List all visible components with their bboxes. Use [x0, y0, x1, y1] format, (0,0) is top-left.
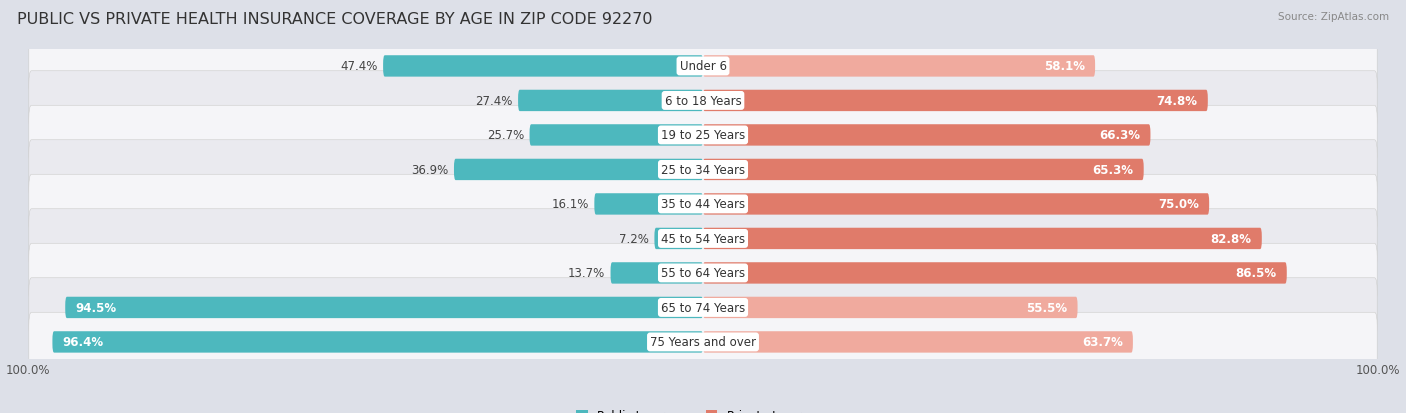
FancyBboxPatch shape: [28, 71, 1378, 131]
FancyBboxPatch shape: [28, 106, 1378, 165]
FancyBboxPatch shape: [703, 90, 1208, 112]
Text: 65.3%: 65.3%: [1092, 164, 1133, 176]
FancyBboxPatch shape: [28, 140, 1378, 199]
Text: 63.7%: 63.7%: [1081, 336, 1123, 349]
FancyBboxPatch shape: [530, 125, 703, 146]
Text: 19 to 25 Years: 19 to 25 Years: [661, 129, 745, 142]
FancyBboxPatch shape: [703, 263, 1286, 284]
FancyBboxPatch shape: [28, 244, 1378, 303]
Text: 47.4%: 47.4%: [340, 60, 378, 73]
FancyBboxPatch shape: [517, 90, 703, 112]
FancyBboxPatch shape: [28, 278, 1378, 337]
FancyBboxPatch shape: [52, 331, 703, 353]
Text: 74.8%: 74.8%: [1157, 95, 1198, 108]
Text: 7.2%: 7.2%: [619, 233, 650, 245]
Text: PUBLIC VS PRIVATE HEALTH INSURANCE COVERAGE BY AGE IN ZIP CODE 92270: PUBLIC VS PRIVATE HEALTH INSURANCE COVER…: [17, 12, 652, 27]
FancyBboxPatch shape: [454, 159, 703, 181]
FancyBboxPatch shape: [595, 194, 703, 215]
FancyBboxPatch shape: [28, 175, 1378, 234]
Legend: Public Insurance, Private Insurance: Public Insurance, Private Insurance: [576, 408, 830, 413]
FancyBboxPatch shape: [65, 297, 703, 318]
Text: 25 to 34 Years: 25 to 34 Years: [661, 164, 745, 176]
Text: 25.7%: 25.7%: [486, 129, 524, 142]
Text: 36.9%: 36.9%: [412, 164, 449, 176]
Text: 35 to 44 Years: 35 to 44 Years: [661, 198, 745, 211]
Text: 82.8%: 82.8%: [1211, 233, 1251, 245]
Text: 65 to 74 Years: 65 to 74 Years: [661, 301, 745, 314]
Text: 75 Years and over: 75 Years and over: [650, 336, 756, 349]
FancyBboxPatch shape: [703, 228, 1261, 249]
Text: 66.3%: 66.3%: [1099, 129, 1140, 142]
FancyBboxPatch shape: [703, 125, 1150, 146]
Text: 6 to 18 Years: 6 to 18 Years: [665, 95, 741, 108]
FancyBboxPatch shape: [610, 263, 703, 284]
Text: Under 6: Under 6: [679, 60, 727, 73]
Text: 94.5%: 94.5%: [76, 301, 117, 314]
FancyBboxPatch shape: [28, 37, 1378, 96]
FancyBboxPatch shape: [28, 313, 1378, 372]
Text: 13.7%: 13.7%: [568, 267, 605, 280]
FancyBboxPatch shape: [703, 159, 1143, 181]
FancyBboxPatch shape: [28, 209, 1378, 268]
Text: 45 to 54 Years: 45 to 54 Years: [661, 233, 745, 245]
Text: 55.5%: 55.5%: [1026, 301, 1067, 314]
FancyBboxPatch shape: [703, 194, 1209, 215]
Text: 96.4%: 96.4%: [62, 336, 104, 349]
FancyBboxPatch shape: [382, 56, 703, 78]
FancyBboxPatch shape: [703, 297, 1077, 318]
Text: Source: ZipAtlas.com: Source: ZipAtlas.com: [1278, 12, 1389, 22]
Text: 86.5%: 86.5%: [1236, 267, 1277, 280]
Text: 58.1%: 58.1%: [1045, 60, 1085, 73]
Text: 27.4%: 27.4%: [475, 95, 513, 108]
Text: 75.0%: 75.0%: [1159, 198, 1199, 211]
Text: 55 to 64 Years: 55 to 64 Years: [661, 267, 745, 280]
FancyBboxPatch shape: [703, 56, 1095, 78]
FancyBboxPatch shape: [654, 228, 703, 249]
Text: 16.1%: 16.1%: [551, 198, 589, 211]
FancyBboxPatch shape: [703, 331, 1133, 353]
